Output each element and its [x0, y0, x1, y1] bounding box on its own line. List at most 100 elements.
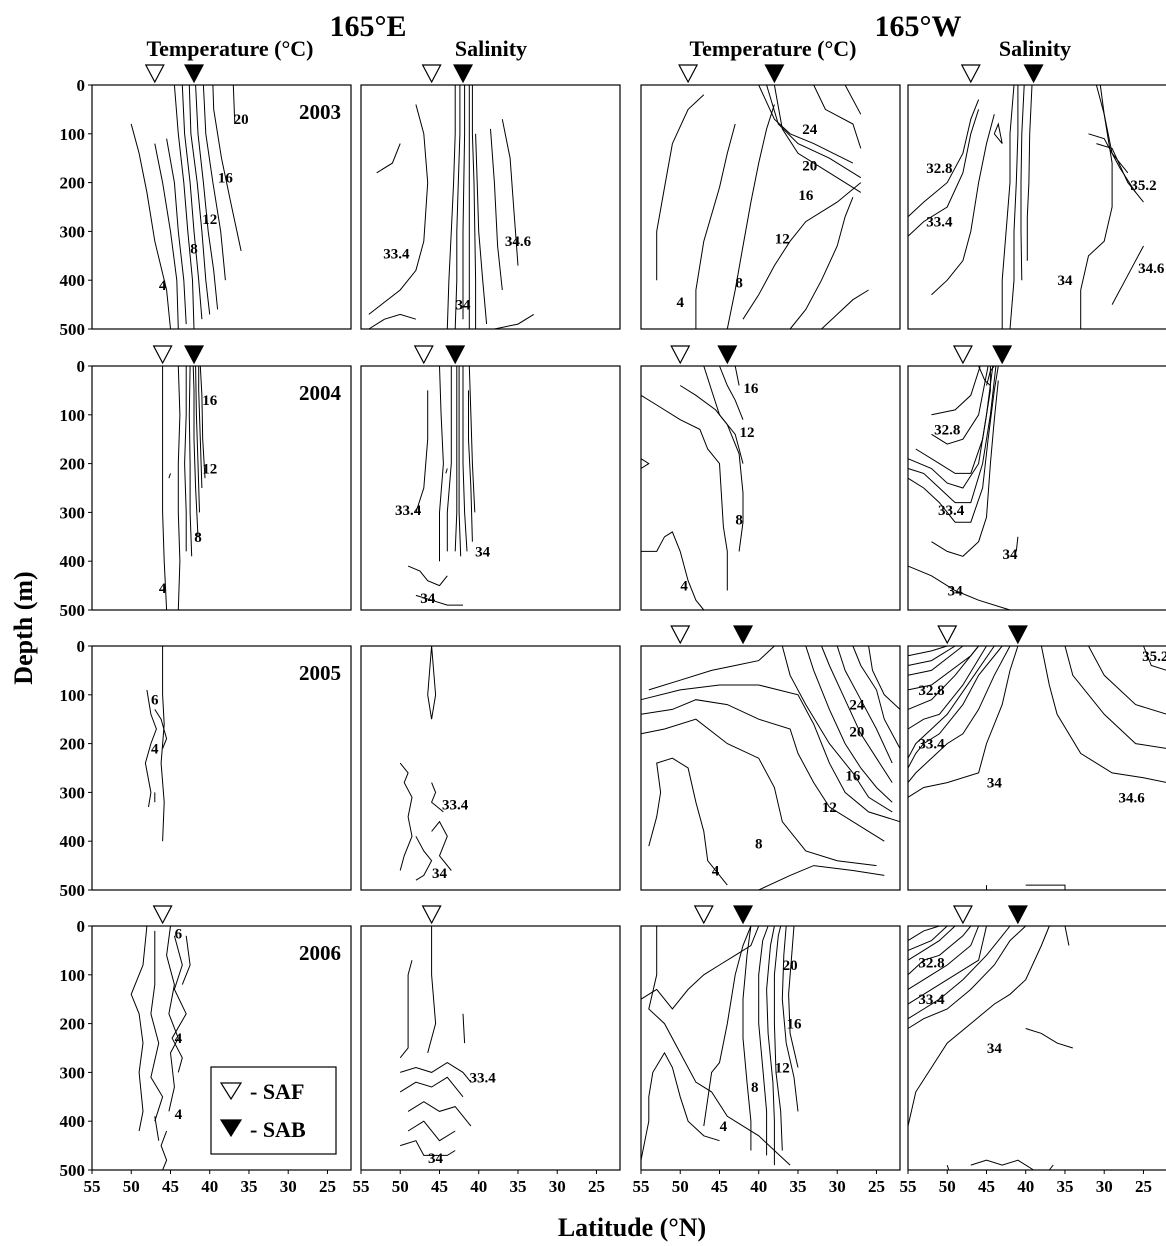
contour-line — [742, 182, 862, 320]
panel-2003-165e-temperature-contours — [130, 84, 242, 330]
contour-label: 33.4 — [395, 503, 422, 519]
contour-label: 4 — [159, 278, 167, 294]
contour-label: 33.4 — [383, 246, 410, 262]
contour-line — [454, 85, 461, 330]
sab-marker-icon — [184, 64, 205, 84]
contour-line — [758, 84, 854, 164]
saf-legend-icon — [219, 1082, 243, 1101]
section-title-165w: 165°W — [875, 10, 962, 43]
contour-line — [1095, 84, 1129, 174]
contour-label: 32.8 — [918, 683, 944, 699]
saf-marker-icon — [952, 905, 973, 925]
year-label-2003: 2003 — [299, 100, 341, 124]
y-tick-label: 500 — [60, 1161, 86, 1180]
contour-label: 34 — [456, 298, 472, 314]
column-title-salinity-165w: Salinity — [999, 36, 1071, 61]
contour-label: 6 — [175, 926, 183, 942]
panel-2006-165e-salinity-contours — [399, 926, 472, 1156]
contour-label: 4 — [680, 579, 688, 595]
panel-2003-165w-salinity-contours — [907, 84, 1144, 330]
contour-line — [232, 84, 236, 125]
contour-line — [640, 684, 901, 823]
contour-label: 33.4 — [918, 992, 945, 1008]
contour-line — [166, 925, 179, 1112]
contour-label: 16 — [845, 768, 861, 784]
contour-label: 33.4 — [470, 1070, 497, 1086]
panel-2004-165w-salinity-frame — [907, 365, 1166, 611]
sab-marker-icon — [445, 345, 466, 365]
contour-line — [458, 366, 462, 557]
panel-2004-165e-temperature-frame — [91, 365, 352, 611]
y-tick-label: 100 — [60, 125, 86, 144]
panel-2006-165w-temperature-frame — [640, 925, 901, 1171]
saf-marker-icon — [670, 345, 691, 365]
panel-2005-165w-temperature: 24 20 16 12 8 4 — [640, 625, 901, 891]
contour-line — [501, 119, 519, 266]
contour-line — [648, 926, 791, 1166]
panel-2004-165e-salinity-frame — [360, 365, 621, 611]
y-tick-label: 100 — [60, 686, 86, 705]
contour-line — [494, 313, 534, 330]
y-tick-label: 300 — [60, 783, 86, 802]
contour-line — [168, 473, 171, 479]
contour-line — [130, 123, 171, 330]
contour-line — [399, 960, 413, 1059]
sab-marker-icon — [1007, 625, 1028, 645]
contour-line — [1001, 84, 1015, 329]
panel-2006-165e-temperature-frame — [91, 925, 352, 1171]
x-tick-label: 50 — [672, 1177, 689, 1196]
x-tick-label: 30 — [1096, 1177, 1113, 1196]
contour-label: 35.2 — [1142, 649, 1166, 665]
panel-2004-165w-temperature: 16 12 8 4 — [640, 345, 901, 611]
contour-line — [1088, 645, 1166, 715]
contour-line — [986, 365, 995, 386]
contour-line — [173, 84, 195, 330]
panel-2004-165e-salinity: 33.4 34 34 — [360, 345, 621, 611]
contour-line — [742, 925, 752, 1151]
contour-line — [415, 836, 433, 881]
contour-line — [907, 925, 1027, 1029]
saf-marker-icon — [952, 345, 973, 365]
contour-line — [970, 1159, 1034, 1171]
contour-line — [789, 197, 854, 330]
contour-label: 34 — [1057, 273, 1073, 289]
contour-label: 34 — [432, 866, 448, 882]
panel-2003-165e-temperature: 20 16 128 4 2003 0 100 200 300 400 500 — [60, 64, 352, 339]
contour-label: 8 — [735, 276, 743, 292]
contour-line — [160, 646, 165, 842]
contour-label: 12 — [775, 232, 790, 248]
contour-line — [726, 104, 775, 330]
sab-marker-icon — [453, 64, 474, 84]
y-tick-label: 500 — [60, 881, 86, 900]
y-tick-label: 400 — [60, 271, 86, 290]
section-title-165e: 165°E — [329, 10, 406, 43]
contour-line — [188, 365, 193, 557]
contour-line — [679, 385, 744, 552]
contour-line — [773, 925, 783, 1151]
contour-label: 16 — [218, 171, 234, 187]
panel-2006-165w-salinity-contours — [907, 925, 1073, 1171]
contour-line — [821, 289, 869, 330]
contour-line — [907, 645, 979, 710]
panel-2005-165w-salinity: 35.2 32.8 33.4 34 34.6 — [907, 625, 1166, 891]
x-tick-label: 50 — [939, 1177, 956, 1196]
panel-2006-165w-temperature-contours — [640, 925, 799, 1166]
y-tick-label: 300 — [60, 1063, 86, 1082]
contour-line — [150, 930, 164, 1122]
x-tick-label: 30 — [549, 1177, 566, 1196]
contour-line — [1080, 84, 1113, 329]
contour-line — [907, 925, 1050, 1127]
contour-line — [648, 645, 775, 691]
contour-label: 12 — [739, 425, 754, 441]
contour-label: 8 — [194, 530, 202, 546]
contour-line — [160, 1130, 168, 1171]
contour-label: 34 — [948, 583, 964, 599]
contour-line — [1020, 84, 1025, 281]
contour-line — [468, 365, 476, 513]
contour-line — [1048, 1164, 1054, 1171]
panel-2006-165w-salinity-frame — [907, 925, 1166, 1171]
y-tick-label: 0 — [77, 637, 86, 656]
contour-label: 4 — [151, 741, 159, 757]
contour-line — [144, 689, 157, 808]
